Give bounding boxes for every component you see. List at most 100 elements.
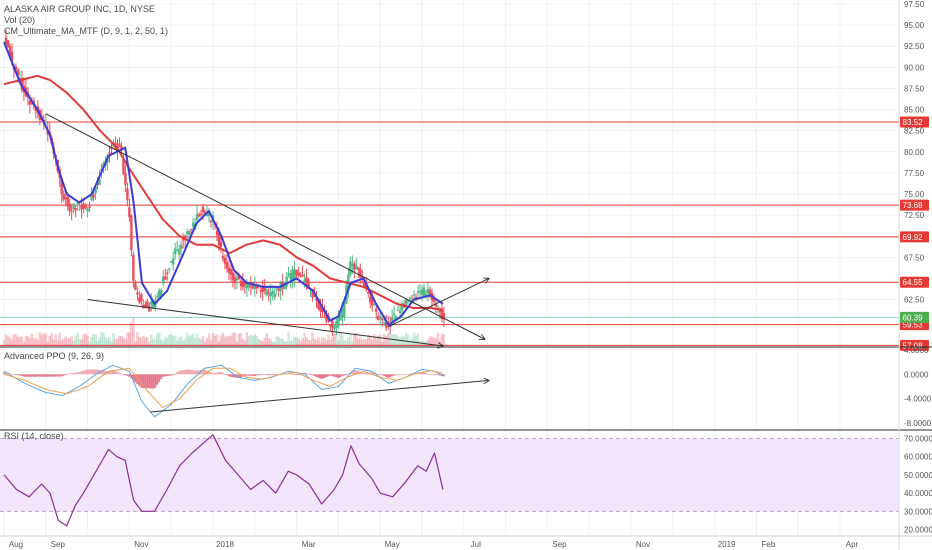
price-tick-label: 77.50: [904, 169, 925, 178]
volume-bar: [195, 333, 199, 346]
volume-bar: [201, 336, 205, 346]
volume-bar: [372, 334, 376, 346]
ppo-histogram-bar: [267, 374, 270, 376]
volume-bar: [149, 334, 153, 346]
candle-body: [287, 273, 290, 276]
ma-indicator-label[interactable]: CM_Ultimate_MA_MTF (D, 9, 1, 2, 50, 1): [4, 26, 168, 36]
ppo-histogram-bar: [92, 369, 95, 375]
volume-bar: [177, 337, 181, 346]
candle-body: [227, 267, 231, 273]
volume-bar: [90, 337, 93, 346]
ppo-histogram-bar: [106, 371, 109, 375]
volume-indicator-label[interactable]: Vol (20): [4, 15, 35, 25]
volume-bar: [263, 338, 267, 346]
time-tick-label: Aug: [9, 540, 23, 549]
candle-body: [171, 258, 175, 265]
rsi-tick-label: 60.0000: [904, 453, 932, 462]
volume-bar: [8, 337, 12, 346]
ppo-histogram-bar: [271, 374, 274, 376]
candle-body: [333, 326, 336, 329]
ppo-histogram-bar: [385, 374, 388, 377]
volume-bar: [96, 341, 99, 346]
volume-bar: [217, 341, 221, 346]
volume-bar: [42, 333, 46, 346]
ppo-histogram-bar: [134, 374, 137, 383]
ppo-histogram-bar: [188, 369, 191, 375]
volume-bar: [357, 338, 360, 346]
price-tick-label: 95.00: [904, 21, 925, 30]
candle-body: [229, 268, 233, 275]
candle-body: [305, 277, 308, 285]
volume-bar: [58, 332, 62, 346]
volume-bar: [341, 334, 344, 346]
candle-body: [380, 319, 384, 321]
volume-bar: [12, 333, 16, 346]
ppo-histogram-bar: [32, 374, 35, 377]
ppo-histogram-bar: [104, 370, 107, 375]
ppo-histogram-bar: [305, 373, 308, 375]
candle-body: [183, 235, 187, 240]
candle-body: [84, 205, 87, 208]
volume-bar: [104, 337, 107, 346]
volume-bar: [225, 336, 229, 346]
ppo-histogram-bar: [96, 369, 99, 375]
ppo-histogram-bar: [405, 374, 408, 376]
volume-bar: [18, 336, 22, 346]
ppo-histogram-bar: [10, 373, 13, 375]
candle-body: [420, 289, 424, 295]
volume-bar: [414, 335, 418, 346]
volume-bar: [227, 335, 231, 346]
time-axis[interactable]: Aug Sep Nov 2018 Mar May Jul Sep Nov 2019 Feb Apr: [9, 540, 859, 549]
volume-bar: [46, 341, 50, 346]
candle-body: [357, 267, 360, 270]
rsi-indicator-label[interactable]: RSI (14, close): [4, 431, 64, 441]
ppo-histogram-bar: [90, 369, 93, 375]
ppo-histogram-bar: [204, 369, 207, 375]
candle-body: [265, 289, 268, 296]
ppo-histogram-bar: [24, 374, 27, 377]
volume-bar: [295, 337, 298, 346]
ppo-histogram-bar: [289, 373, 292, 375]
volume-bar: [140, 338, 143, 346]
ppo-histogram-bar: [38, 374, 41, 377]
ppo-histogram-bar: [42, 374, 45, 377]
ppo-histogram-bar: [110, 370, 113, 375]
candle-body: [96, 181, 99, 186]
candle-body: [379, 315, 382, 320]
volume-bar: [432, 337, 436, 346]
candle-body: [170, 261, 173, 263]
ppo-histogram-bar: [190, 369, 193, 375]
ppo-histogram-bar: [28, 374, 31, 377]
rsi-tick-label: 70.0000: [904, 434, 932, 443]
volume-bar: [56, 340, 60, 346]
volume-bar: [384, 335, 388, 346]
ppo-histogram-bar: [335, 374, 338, 378]
ppo-indicator-label[interactable]: Advanced PPO (9, 26, 9): [4, 351, 104, 361]
candle-body: [30, 102, 34, 104]
ppo-histogram-bar: [14, 374, 17, 376]
ppo-histogram-bar: [172, 374, 175, 376]
rsi-line: [3, 434, 444, 527]
volume-bar: [388, 333, 392, 346]
ppo-histogram-bar: [20, 374, 23, 377]
price-axis[interactable]: 83.52 73.68 69.92 64.55 59.53 57.08 60.39 97.50…: [900, 0, 932, 535]
ppo-histogram-bar: [341, 374, 344, 377]
time-tick-label: Sep: [51, 540, 66, 549]
volume-bar: [132, 317, 135, 346]
ppo-histogram-bar: [223, 373, 226, 375]
ppo-histogram-bar: [124, 374, 127, 376]
ppo-histogram-bar: [424, 373, 427, 375]
rsi-panel: [0, 434, 899, 527]
candle-body: [253, 284, 256, 290]
volume-bar: [68, 337, 71, 346]
candle-body: [74, 207, 77, 211]
price-tick-label: 97.50: [904, 0, 925, 9]
candle-body: [392, 313, 396, 316]
volume-bar: [374, 336, 378, 346]
ppo-histogram-bar: [215, 372, 218, 375]
ppo-histogram-bar: [46, 374, 49, 377]
volume-bar: [279, 338, 282, 346]
ppo-histogram-bar: [409, 373, 412, 375]
candle-body: [400, 303, 404, 311]
